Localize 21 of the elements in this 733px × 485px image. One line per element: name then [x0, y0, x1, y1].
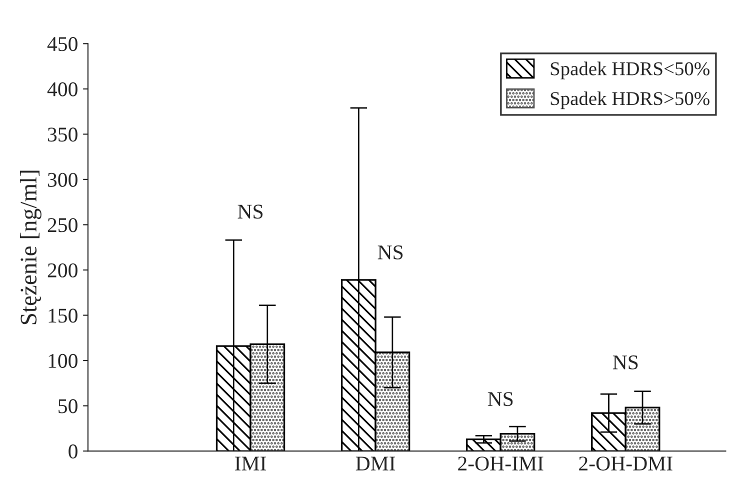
y-tick-label: 150 — [48, 308, 78, 323]
annotation: NS — [488, 392, 513, 406]
x-tick-label: DMI — [356, 456, 396, 470]
y-tick-label: 450 — [47, 37, 78, 52]
y-tick-label: 50 — [58, 399, 78, 414]
y-tick-label: 0 — [68, 444, 78, 458]
y-tick-label: 350 — [48, 128, 78, 142]
annotation: NS — [238, 204, 263, 219]
annotation: NS — [378, 245, 403, 260]
x-tick-label: IMI — [235, 456, 266, 470]
y-tick-label: 200 — [48, 263, 78, 278]
y-tick-label: 250 — [48, 218, 78, 232]
legend-label: Spadek HDRS>50% — [550, 91, 710, 110]
x-tick-label: 2-OH-DMI — [579, 456, 672, 471]
y-axis-title: Stężenie [ng/ml] — [20, 170, 42, 324]
y-tick-label: 400 — [47, 82, 78, 96]
legend-label: Spadek HDRS<50% — [550, 62, 710, 80]
y-tick-label: 100 — [48, 354, 78, 368]
x-tick-label: 2-OH-IMI — [458, 456, 544, 471]
y-tick-label: 300 — [48, 172, 78, 187]
annotation: NS — [612, 355, 638, 370]
